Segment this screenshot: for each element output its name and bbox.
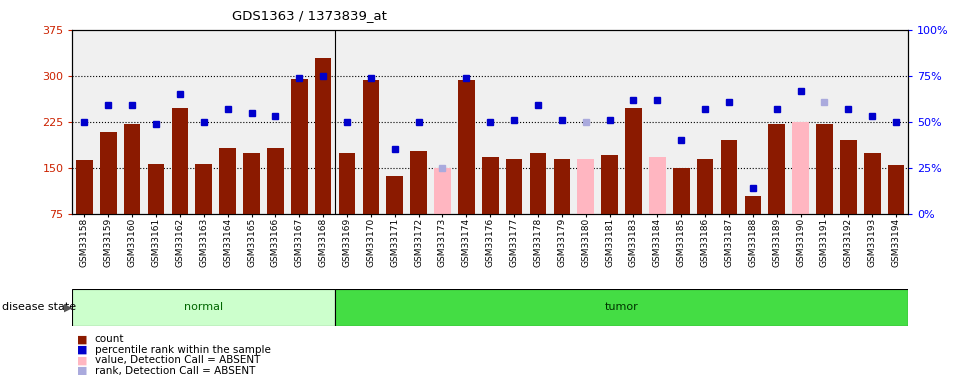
Bar [673,168,690,214]
Bar [792,122,809,214]
Bar [99,132,117,214]
Bar [172,108,188,214]
Bar [649,157,666,214]
Text: ■: ■ [77,356,88,365]
Bar [362,80,380,214]
Bar [578,159,594,214]
Text: ▶: ▶ [64,303,72,312]
Text: tumor: tumor [605,303,639,312]
Bar [291,79,307,214]
Bar [458,80,474,214]
Bar [554,159,570,214]
Bar [434,168,451,214]
Bar [339,153,355,214]
Bar [148,164,164,214]
Bar [506,159,523,214]
Bar [411,151,427,214]
Text: disease state: disease state [2,303,76,312]
Text: ■: ■ [77,366,88,375]
Bar [267,148,284,214]
Bar [745,196,761,214]
Bar [888,165,904,214]
Text: normal: normal [185,303,223,312]
Bar [76,160,93,214]
Text: value, Detection Call = ABSENT: value, Detection Call = ABSENT [95,356,260,365]
Text: GDS1363 / 1373839_at: GDS1363 / 1373839_at [232,9,386,22]
Text: ■: ■ [77,345,88,355]
Bar [840,140,857,214]
Text: count: count [95,334,125,344]
Bar [124,124,140,214]
Text: ■: ■ [77,334,88,344]
Bar [696,159,714,214]
Bar [386,176,403,214]
Bar [816,124,833,214]
Bar [625,108,641,214]
Bar [529,153,547,214]
Bar [768,124,785,214]
Bar [721,140,737,214]
Bar [195,164,213,214]
Bar [335,289,908,326]
Bar [482,158,498,214]
Bar [601,155,618,214]
Bar [219,148,236,214]
Text: rank, Detection Call = ABSENT: rank, Detection Call = ABSENT [95,366,255,375]
Text: percentile rank within the sample: percentile rank within the sample [95,345,270,355]
Bar [864,153,881,214]
Bar [243,153,260,214]
Bar [72,289,335,326]
Bar [315,58,331,214]
